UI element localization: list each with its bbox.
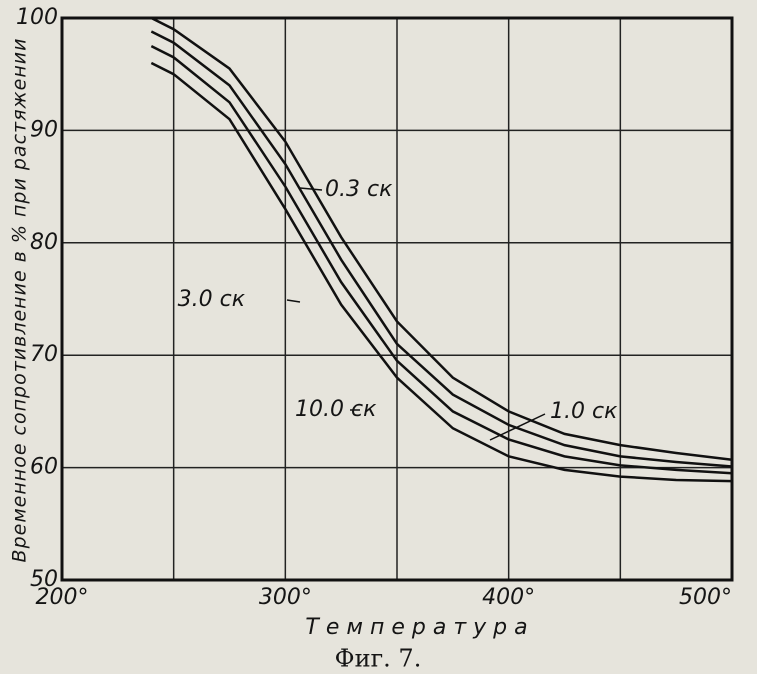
y-tick-label: 60 <box>30 455 58 480</box>
y-tick-label: 80 <box>30 230 58 255</box>
caption: Фиг. 7. <box>335 645 422 673</box>
x-tick-label: 200° <box>36 585 89 610</box>
x-tick-label: 400° <box>482 585 535 610</box>
leader-line <box>299 187 323 191</box>
line <box>150 61 733 483</box>
x-tick-label: 500° <box>679 585 732 610</box>
y-tick-label: 100 <box>16 5 58 30</box>
leader-line <box>286 299 301 303</box>
y-tick-label: 50 <box>30 567 58 592</box>
line <box>150 16 733 461</box>
plot-frame <box>60 16 734 582</box>
series-label: 10.0 ск <box>295 397 377 422</box>
x-tick-label: 300° <box>259 585 312 610</box>
y-axis-label: Временное сопротивление в % при растяжен… <box>9 38 31 563</box>
line <box>150 44 733 475</box>
x-axis-label: Температура <box>305 615 534 640</box>
series-label: 1.0 ск <box>550 399 618 424</box>
line <box>150 30 733 468</box>
y-tick-label: 70 <box>30 342 58 367</box>
series-label: 3.0 ск <box>178 287 246 312</box>
series-label: 0.3 ск <box>325 177 393 202</box>
y-tick-label: 90 <box>30 117 58 142</box>
